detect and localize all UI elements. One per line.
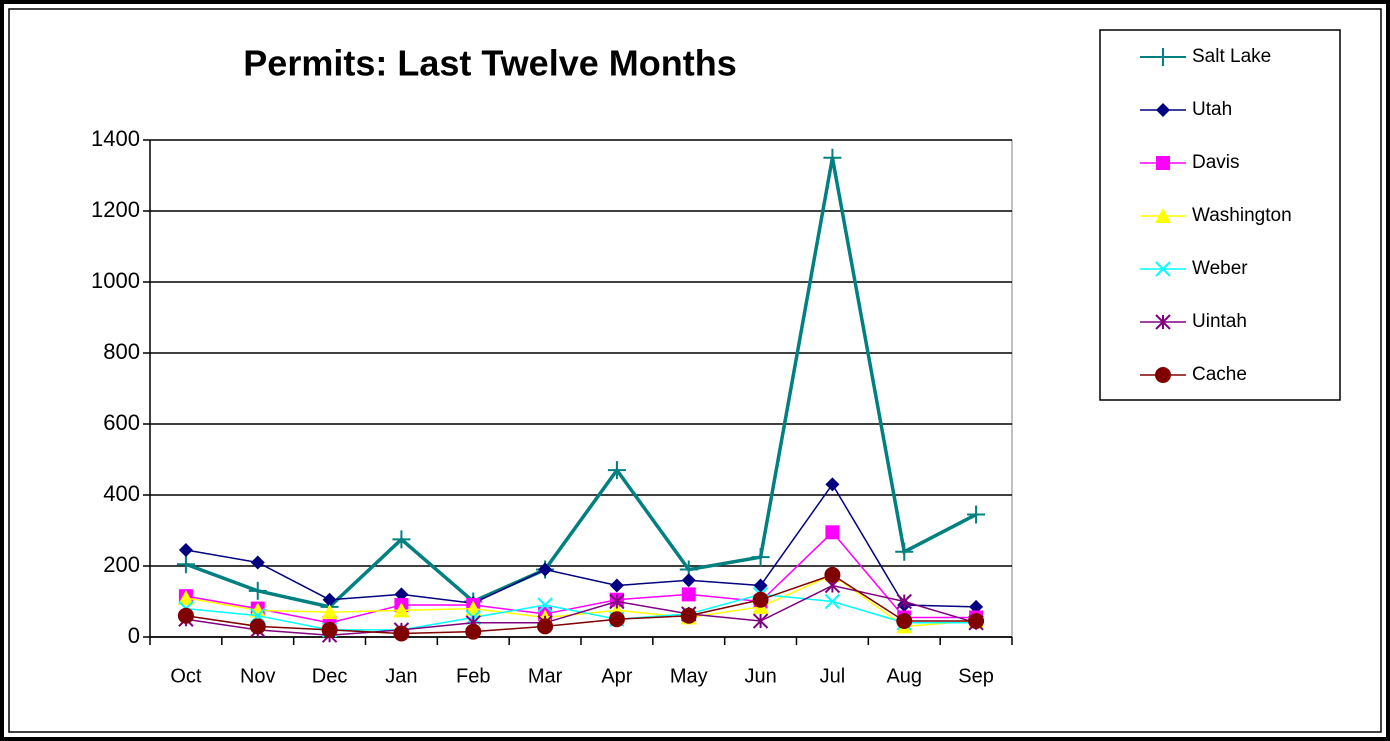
data-point [538,562,553,577]
data-point [825,477,840,492]
series-line [185,574,977,635]
data-point [249,618,266,635]
legend-box [1099,29,1341,401]
y-tick-label: 1400 [91,126,140,151]
data-point [537,597,553,613]
series-line [185,584,977,636]
data-point [393,625,410,642]
x-tick-label: Sep [958,665,994,687]
data-point [248,581,267,600]
legend-marker [1156,156,1170,170]
data-point [609,593,625,610]
series-line [185,157,977,609]
data-point [823,148,842,167]
data-point [393,602,410,618]
data-point [751,548,770,567]
legend-label: Uintah [1192,311,1247,332]
data-point [249,602,266,618]
x-tick-label: Mar [528,665,563,687]
legend-label: Utah [1192,99,1232,120]
data-point [321,604,338,620]
data-point [465,623,482,640]
data-point [177,607,194,624]
data-point [825,525,840,540]
legend-label: Washington [1192,205,1292,226]
x-tick-label: Apr [601,665,632,687]
data-point [322,592,337,607]
x-tick-label: Nov [240,665,276,687]
data-point [895,542,914,561]
x-tick-label: May [670,665,708,687]
legend-marker [1155,367,1171,383]
x-tick-label: Jan [385,665,417,687]
y-tick-label: 0 [128,623,140,648]
data-point [608,611,625,628]
series [177,566,985,642]
inner-frame [8,8,1382,733]
data-point [968,613,985,630]
data-point [896,593,912,610]
y-tick-label: 400 [103,481,140,506]
data-point [394,587,409,602]
y-tick-label: 800 [103,339,140,364]
data-point [967,505,986,524]
data-point [250,555,265,570]
y-tick-label: 1000 [91,268,140,293]
legend-label: Salt Lake [1192,46,1271,67]
data-point [681,587,696,602]
data-point [752,613,769,629]
legend-label: Cache [1192,364,1247,385]
legend-marker [1154,48,1172,66]
x-tick-label: Jun [744,665,776,687]
data-point [680,607,697,624]
y-tick-label: 200 [103,552,140,577]
data-point [465,600,482,616]
data-point [681,573,696,588]
chart-title: Permits: Last Twelve Months [243,43,736,84]
legend-marker [1156,103,1170,117]
data-point [607,461,626,480]
legend-marker [1155,314,1171,330]
data-point [753,578,768,593]
data-point [969,599,984,614]
data-point [824,593,841,610]
data-point [392,530,411,549]
legend-marker [1155,208,1171,223]
series-line [185,531,977,624]
legend-label: Weber [1192,258,1248,279]
data-point [824,566,841,583]
series [178,477,984,614]
data-point [537,618,554,635]
legend-marker [1155,261,1171,277]
series-line [185,482,977,608]
y-tick-label: 1200 [91,197,140,222]
x-tick-label: Jul [820,665,846,687]
legend-label: Davis [1192,152,1240,173]
x-tick-label: Oct [170,665,202,687]
data-point [177,589,194,605]
x-tick-label: Feb [456,665,490,687]
plot-area [149,139,1013,638]
data-point [752,591,769,608]
data-point [321,621,338,638]
data-point [178,543,193,558]
data-point [896,613,913,630]
data-point [609,578,624,593]
x-tick-label: Dec [312,665,348,687]
data-point [176,555,195,574]
x-tick-label: Aug [886,665,922,687]
y-tick-label: 600 [103,410,140,435]
